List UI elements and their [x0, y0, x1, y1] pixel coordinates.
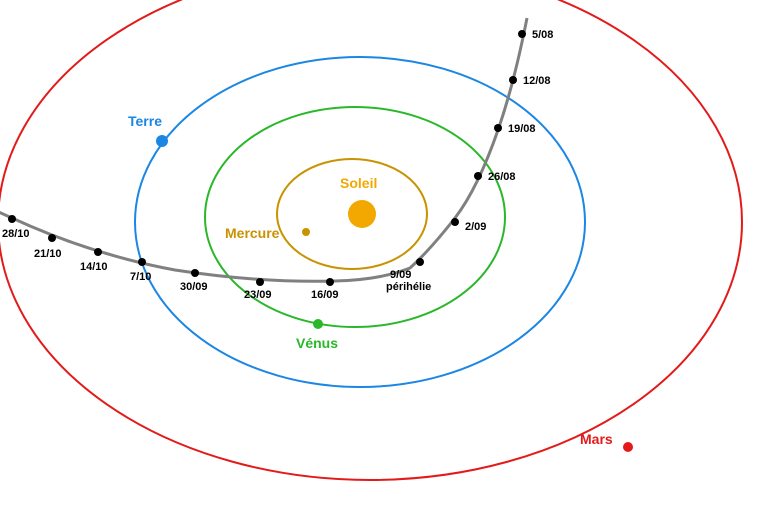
- venus-planet: [313, 319, 323, 329]
- date-label: 23/09: [244, 289, 272, 301]
- date-label: 28/10: [2, 228, 30, 240]
- solar-system-diagram: Soleil Mercure Vénus Terre Mars 5/08 12/08 19/0…: [0, 0, 764, 511]
- date-label: 21/10: [34, 248, 62, 260]
- date-label: 5/08: [532, 29, 553, 41]
- mercure-label: Mercure: [225, 225, 280, 241]
- mercure-planet: [302, 228, 310, 236]
- date-label: 14/10: [80, 261, 108, 273]
- mars-label: Mars: [580, 431, 613, 447]
- date-dot: [494, 124, 502, 132]
- mars-planet: [623, 442, 633, 452]
- date-dot: [474, 172, 482, 180]
- date-dot: [256, 278, 264, 286]
- sun-label: Soleil: [340, 175, 377, 191]
- terre-planet: [156, 135, 168, 147]
- date-dot: [518, 30, 526, 38]
- date-dot: [326, 278, 334, 286]
- date-label: 16/09: [311, 289, 339, 301]
- date-dot: [138, 258, 146, 266]
- date-sublabel: périhélie: [386, 281, 431, 293]
- date-label: 30/09: [180, 281, 208, 293]
- sun: [348, 200, 376, 228]
- date-label: 7/10: [130, 271, 151, 283]
- date-dot: [451, 218, 459, 226]
- terre-label: Terre: [128, 113, 162, 129]
- date-label: 2/09: [465, 221, 486, 233]
- date-label: 12/08: [523, 75, 551, 87]
- date-dot: [94, 248, 102, 256]
- date-label: 26/08: [488, 171, 516, 183]
- venus-label: Vénus: [296, 335, 338, 351]
- date-dot: [48, 234, 56, 242]
- date-dot: [416, 258, 424, 266]
- date-dot: [509, 76, 517, 84]
- date-label: 19/08: [508, 123, 536, 135]
- date-label: 9/09: [390, 269, 411, 281]
- date-dot: [8, 215, 16, 223]
- date-dot: [191, 269, 199, 277]
